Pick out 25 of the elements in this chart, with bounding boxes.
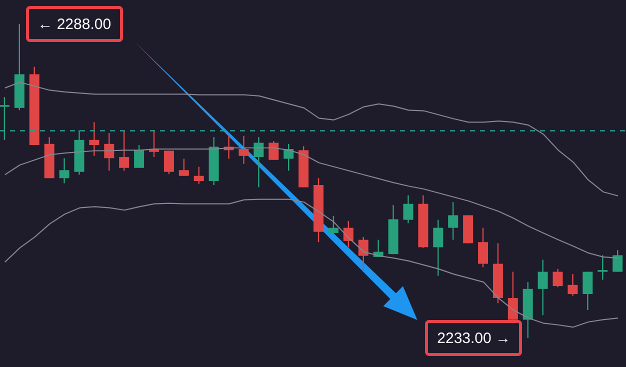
candlestick xyxy=(478,227,488,268)
candlestick xyxy=(598,254,608,280)
candlestick xyxy=(403,194,414,224)
candlestick xyxy=(238,135,249,164)
candlestick xyxy=(134,144,144,168)
candlestick xyxy=(568,273,578,296)
candlestick xyxy=(178,158,189,176)
candlestick xyxy=(612,249,623,272)
candlestick xyxy=(268,140,279,160)
candlestick xyxy=(89,122,100,156)
candlestick xyxy=(552,268,563,288)
candlestick xyxy=(538,259,548,316)
candlestick xyxy=(59,158,70,184)
candlestick xyxy=(194,166,204,184)
candlestick xyxy=(433,219,444,276)
annotation: 2233.00 → xyxy=(437,330,511,346)
candlestick xyxy=(328,215,338,236)
candlestick xyxy=(164,150,174,175)
candlestick xyxy=(254,136,264,188)
candlestick xyxy=(358,236,368,272)
candlestick xyxy=(0,96,10,140)
candlestick xyxy=(448,202,458,240)
candlestick xyxy=(119,130,130,172)
annotation: ← 2288.00 xyxy=(38,16,112,32)
candlestick xyxy=(582,271,593,311)
